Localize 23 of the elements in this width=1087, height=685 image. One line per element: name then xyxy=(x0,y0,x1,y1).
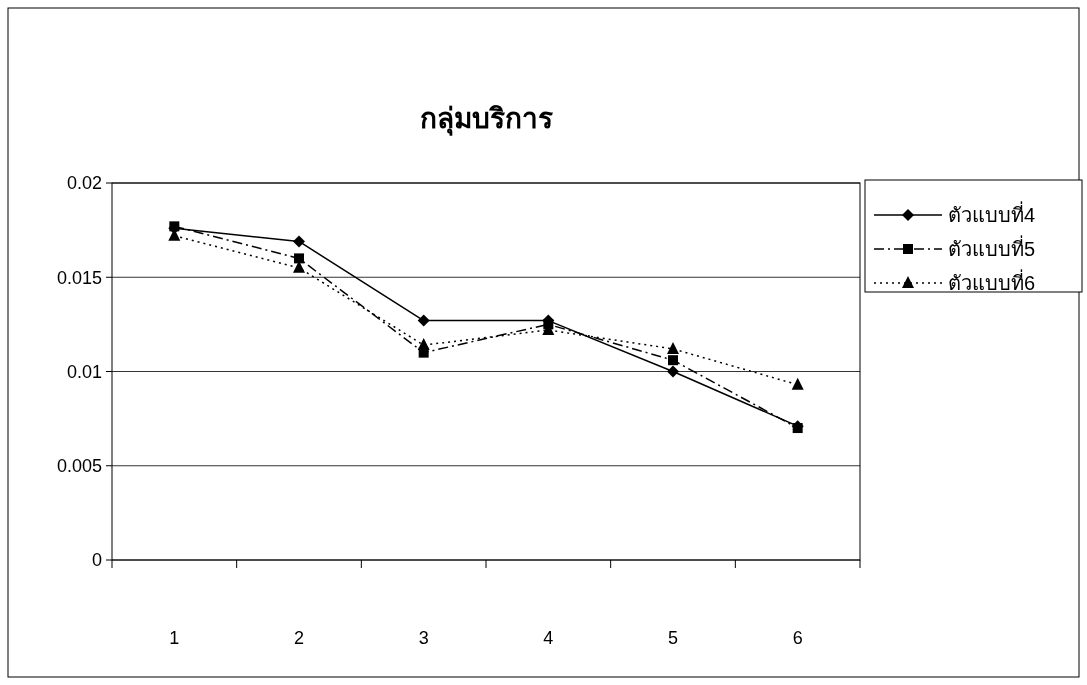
y-tick-label: 0.02 xyxy=(66,173,102,194)
y-tick-label: 0.01 xyxy=(66,361,102,382)
x-tick-label: 5 xyxy=(667,628,679,648)
x-tick-label: 2 xyxy=(293,628,305,648)
x-tick-label: 4 xyxy=(543,628,554,648)
x-tick-label: 6 xyxy=(792,628,803,648)
x-tick-label: 3 xyxy=(418,628,429,648)
point xyxy=(791,377,804,390)
point xyxy=(667,341,679,354)
legend-label: ตัวแบบที่5 xyxy=(948,235,1036,260)
legend-label: ตัวแบบที่6 xyxy=(948,269,1036,294)
legend-label: ตัวแบบที่4 xyxy=(948,201,1036,226)
point xyxy=(417,338,430,351)
point xyxy=(667,365,679,378)
y-tick-label: 0.015 xyxy=(56,267,102,288)
y-tick-label: 0.005 xyxy=(56,456,102,477)
chart-title: กลุ่มบริการ xyxy=(419,103,553,136)
point xyxy=(293,235,305,248)
x-tick-label: 1 xyxy=(169,628,180,648)
point xyxy=(668,355,678,366)
y-tick-label: 0 xyxy=(91,550,102,571)
point xyxy=(417,314,430,327)
point xyxy=(294,253,304,264)
